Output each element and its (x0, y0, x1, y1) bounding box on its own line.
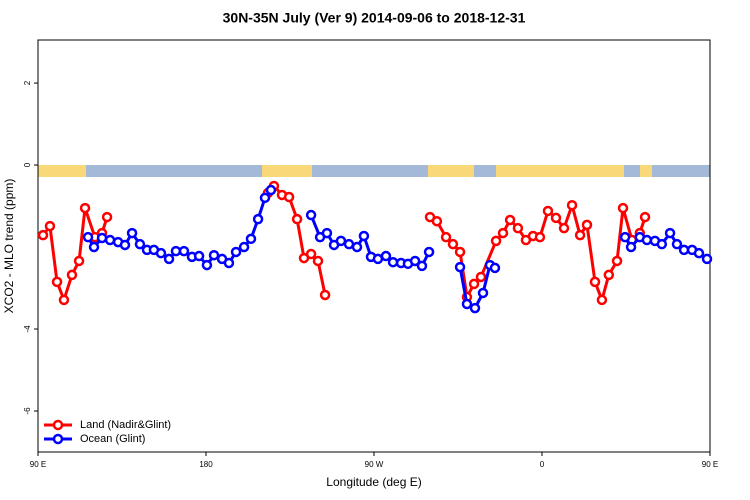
surface-strip (38, 165, 710, 177)
point (178, 245, 190, 257)
point (119, 239, 131, 251)
point (617, 202, 629, 214)
point (245, 233, 257, 245)
chart-title: 30N-35N July (Ver 9) 2014-09-06 to 2018-… (223, 10, 526, 26)
point (238, 241, 250, 253)
point (512, 222, 524, 234)
point (155, 247, 167, 259)
point (550, 212, 562, 224)
point (358, 230, 370, 242)
point (589, 276, 601, 288)
point (101, 211, 113, 223)
point (423, 246, 435, 258)
point (37, 229, 49, 241)
point (625, 241, 637, 253)
point (440, 231, 452, 243)
legend-marker (52, 433, 64, 445)
point (305, 248, 317, 260)
point (208, 249, 220, 261)
x-tick-label: 90 W (365, 460, 384, 469)
point (574, 229, 586, 241)
point (447, 238, 459, 250)
point (534, 231, 546, 243)
point (259, 192, 271, 204)
point (291, 213, 303, 225)
point (73, 255, 85, 267)
point (664, 227, 676, 239)
point (611, 255, 623, 267)
point (380, 250, 392, 262)
point (104, 234, 116, 246)
point (454, 261, 466, 273)
point (283, 191, 295, 203)
point (603, 269, 615, 281)
legend-label: Ocean (Glint) (80, 433, 145, 445)
point (461, 298, 473, 310)
point (409, 255, 421, 267)
point (639, 211, 651, 223)
point (82, 231, 94, 243)
point (693, 247, 705, 259)
legend: Land (Nadir&Glint) Ocean (Glint) (44, 419, 171, 445)
legend-label: Land (Nadir&Glint) (80, 419, 171, 431)
y-tick-label: 0 (23, 162, 32, 167)
y-tick-label: -4 (23, 325, 32, 333)
point (431, 215, 443, 227)
x-tick-label: 90 E (30, 460, 46, 469)
point (416, 260, 428, 272)
point (51, 276, 63, 288)
point (671, 238, 683, 250)
point (201, 259, 213, 271)
point (58, 294, 70, 306)
y-tick-label: 2 (23, 80, 32, 85)
point (475, 271, 487, 283)
point (387, 256, 399, 268)
point (265, 184, 277, 196)
x-tick-label: 0 (540, 460, 545, 469)
point (134, 238, 146, 250)
point (44, 220, 56, 232)
x-tick-label: 90 E (702, 460, 718, 469)
point (619, 231, 631, 243)
point (193, 250, 205, 262)
point (305, 209, 317, 221)
point (558, 222, 570, 234)
point (656, 238, 668, 250)
point (319, 289, 331, 301)
y-tick-label: -6 (23, 407, 32, 415)
point (469, 302, 481, 314)
point (489, 262, 501, 274)
point (542, 205, 554, 217)
x-tick-label: 180 (199, 460, 213, 469)
point (88, 241, 100, 253)
point (468, 278, 480, 290)
x-axis-label: Longitude (deg E) (326, 475, 421, 489)
point (454, 246, 466, 258)
point (126, 227, 138, 239)
point (163, 253, 175, 265)
point (477, 287, 489, 299)
point (641, 234, 653, 246)
point (490, 235, 502, 247)
point (596, 294, 608, 306)
point (66, 269, 78, 281)
y-axis-label: XCO2 - MLO trend (ppm) (2, 179, 16, 314)
point (79, 202, 91, 214)
point (566, 199, 578, 211)
point (252, 213, 264, 225)
point (504, 214, 516, 226)
point (701, 253, 713, 265)
point (581, 219, 593, 231)
point (223, 257, 235, 269)
point (230, 246, 242, 258)
point (351, 241, 363, 253)
point (497, 227, 509, 239)
point (321, 227, 333, 239)
legend-marker (52, 419, 64, 431)
point (96, 232, 108, 244)
point (312, 255, 324, 267)
